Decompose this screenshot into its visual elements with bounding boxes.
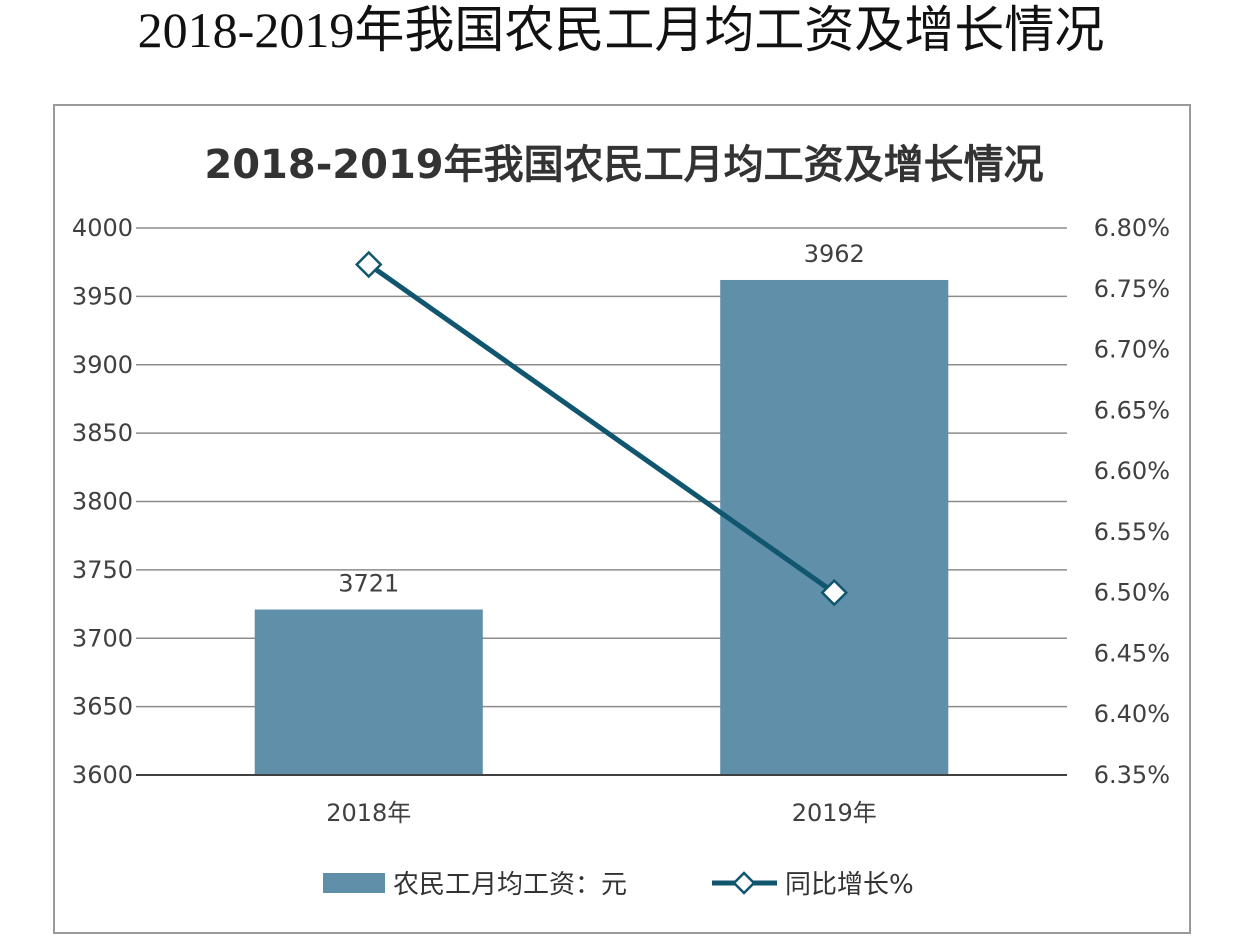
left-axis-tick-label: 3850 <box>72 419 133 447</box>
bar <box>720 279 949 775</box>
diamond-marker <box>354 250 383 279</box>
right-axis-tick-label: 6.50% <box>1094 579 1170 607</box>
chart-title: 2018-2019年我国农民工月均工资及增长情况 <box>204 142 1043 188</box>
left-axis-tick-label: 3600 <box>72 761 133 789</box>
right-axis-tick-label: 6.55% <box>1094 518 1170 546</box>
left-axis-tick-label: 3700 <box>72 624 133 652</box>
left-axis-tick-label: 3950 <box>72 282 133 310</box>
x-axis-tick-label: 2018年 <box>326 799 411 827</box>
right-axis-tick-label: 6.80% <box>1094 214 1170 242</box>
growth-line <box>367 262 836 595</box>
right-axis-tick-label: 6.60% <box>1094 457 1170 485</box>
right-axis-tick-label: 6.45% <box>1094 639 1170 667</box>
line-series <box>354 250 849 607</box>
chart-frame: 2018-2019年我国农民工月均工资及增长情况 3721 3962 4000 39… <box>53 104 1191 934</box>
legend: 农民工月均工资：元 同比增长% <box>323 870 914 900</box>
diamond-marker <box>820 578 849 607</box>
left-axis-tick-label: 3800 <box>72 488 133 516</box>
legend-label: 同比增长% <box>785 870 914 900</box>
right-axis-tick-label: 6.75% <box>1094 275 1170 303</box>
legend-label: 农民工月均工资：元 <box>393 870 627 900</box>
x-axis-tick-label: 2019年 <box>792 799 877 827</box>
combo-chart: 2018-2019年我国农民工月均工资及增长情况 3721 3962 4000 39… <box>72 142 1170 900</box>
right-axis-tick-label: 6.35% <box>1094 761 1170 789</box>
legend-swatch-bar <box>323 873 385 893</box>
left-axis-tick-label: 4000 <box>72 214 133 242</box>
bar-series: 3721 3962 <box>254 240 949 775</box>
right-axis-tick-label: 6.65% <box>1094 396 1170 424</box>
axes: 4000 3950 3900 3850 3800 3750 3700 3650 3600 6.80… <box>72 214 1170 827</box>
left-axis-tick-label: 3900 <box>72 351 133 379</box>
bar-data-label: 3962 <box>804 240 865 268</box>
left-axis-tick-label: 3650 <box>72 693 133 721</box>
right-axis-tick-label: 6.70% <box>1094 336 1170 364</box>
bar <box>254 609 483 775</box>
left-axis-tick-label: 3750 <box>72 556 133 584</box>
legend-diamond-marker <box>732 871 756 895</box>
right-axis-tick-label: 6.40% <box>1094 700 1170 728</box>
page-heading: 2018-2019年我国农民工月均工资及增长情况 <box>137 2 1105 58</box>
bar-data-label: 3721 <box>338 570 399 598</box>
